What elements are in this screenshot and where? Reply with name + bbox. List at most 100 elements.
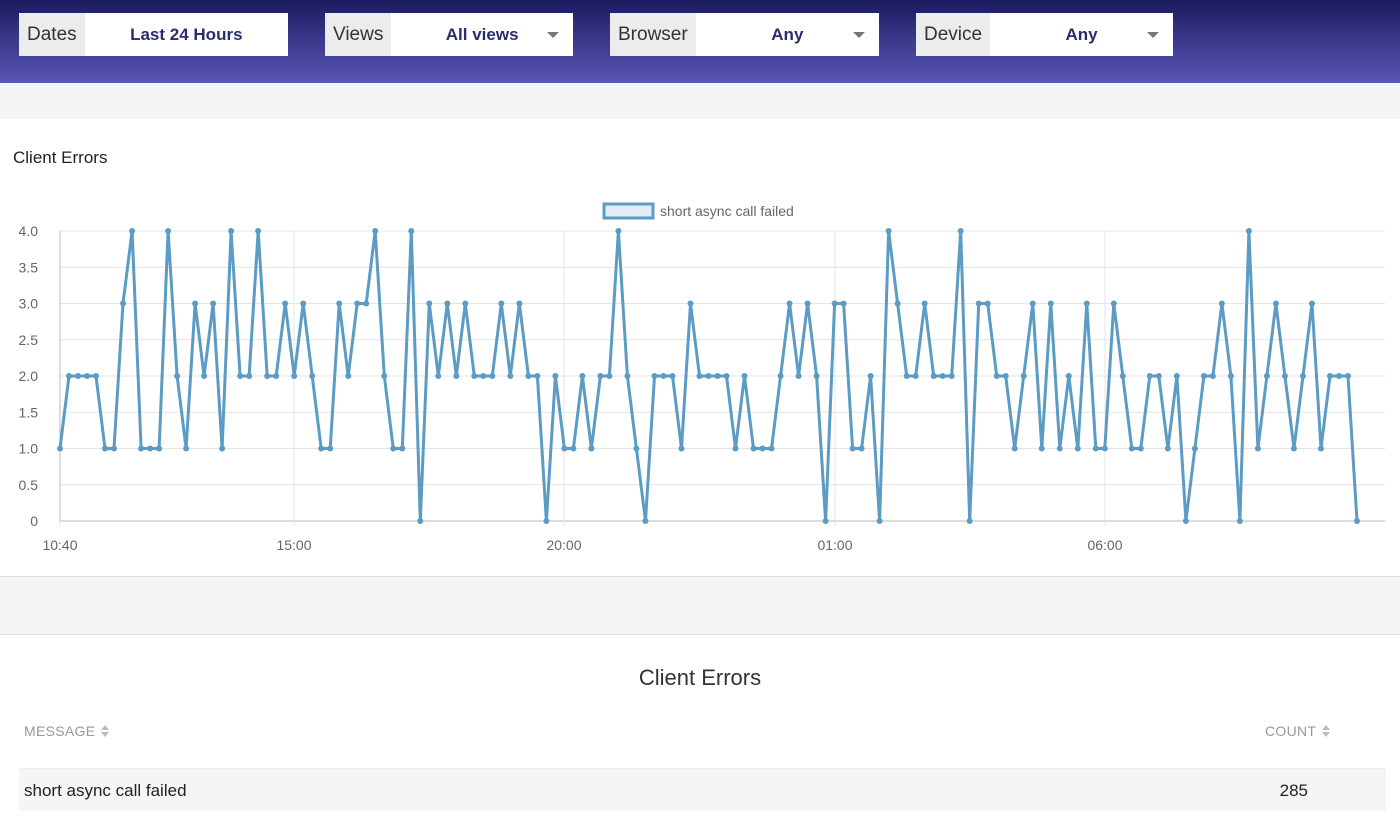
data-point bbox=[651, 373, 658, 379]
data-point bbox=[309, 373, 316, 379]
data-point bbox=[1110, 300, 1117, 307]
y-tick-label: 4.0 bbox=[19, 223, 39, 239]
data-point bbox=[912, 373, 919, 379]
data-point bbox=[885, 228, 892, 234]
data-point bbox=[669, 373, 676, 379]
x-tick-label: 20:00 bbox=[546, 537, 581, 553]
data-point bbox=[597, 373, 604, 379]
data-point bbox=[1056, 445, 1063, 452]
y-tick-label: 0.5 bbox=[19, 477, 39, 493]
data-point bbox=[1281, 373, 1288, 379]
data-point bbox=[1335, 373, 1342, 379]
data-point bbox=[102, 445, 109, 452]
data-point bbox=[975, 300, 982, 307]
data-point bbox=[588, 445, 595, 452]
data-point bbox=[120, 300, 127, 307]
data-point bbox=[1200, 373, 1207, 379]
data-point bbox=[1092, 445, 1099, 452]
data-point bbox=[768, 445, 775, 452]
data-point bbox=[57, 445, 63, 452]
data-point bbox=[381, 373, 388, 379]
data-point bbox=[354, 300, 361, 307]
data-point bbox=[1065, 373, 1072, 379]
filter-bar: Dates Last 24 Hours Views All views Brow… bbox=[0, 0, 1400, 83]
dates-filter[interactable]: Dates Last 24 Hours bbox=[19, 13, 288, 56]
x-tick-label: 06:00 bbox=[1087, 537, 1122, 553]
data-point bbox=[759, 445, 766, 452]
data-point bbox=[1227, 373, 1234, 379]
data-point bbox=[867, 373, 874, 379]
data-point bbox=[192, 300, 199, 307]
data-point bbox=[291, 373, 298, 379]
data-point bbox=[1218, 300, 1225, 307]
data-point bbox=[1002, 373, 1009, 379]
data-point bbox=[561, 445, 568, 452]
data-point bbox=[696, 373, 703, 379]
chevron-down-icon bbox=[853, 32, 865, 38]
y-tick-label: 1.5 bbox=[19, 404, 39, 420]
data-point bbox=[138, 445, 145, 452]
data-point bbox=[903, 373, 910, 379]
data-point bbox=[921, 300, 928, 307]
y-tick-label: 2.0 bbox=[19, 368, 39, 384]
views-filter[interactable]: Views All views bbox=[325, 13, 573, 56]
data-point bbox=[1146, 373, 1153, 379]
data-point bbox=[255, 228, 262, 234]
device-filter[interactable]: Device Any bbox=[916, 13, 1173, 56]
data-point bbox=[894, 300, 901, 307]
data-point bbox=[273, 373, 280, 379]
x-tick-label: 10:40 bbox=[42, 537, 77, 553]
data-point bbox=[1137, 445, 1144, 452]
data-point bbox=[813, 373, 820, 379]
browser-filter-value: Any bbox=[771, 24, 804, 44]
data-point bbox=[1254, 445, 1261, 452]
data-point bbox=[624, 373, 631, 379]
data-point bbox=[840, 300, 847, 307]
data-point bbox=[480, 373, 487, 379]
data-point bbox=[831, 300, 838, 307]
data-point bbox=[363, 300, 370, 307]
browser-filter-select[interactable]: Any bbox=[696, 13, 879, 56]
data-point bbox=[849, 445, 856, 452]
data-point bbox=[1245, 228, 1252, 234]
data-point bbox=[147, 445, 154, 452]
y-tick-label: 0 bbox=[30, 513, 38, 529]
data-point bbox=[534, 373, 541, 379]
count-column-header[interactable]: COUNT bbox=[1265, 723, 1331, 739]
data-point bbox=[1020, 373, 1027, 379]
legend-swatch bbox=[602, 202, 655, 220]
views-filter-value: All views bbox=[445, 24, 519, 44]
views-filter-select[interactable]: All views bbox=[391, 13, 573, 56]
data-point bbox=[876, 518, 883, 524]
browser-filter[interactable]: Browser Any bbox=[610, 13, 879, 56]
data-point bbox=[372, 228, 379, 234]
dates-filter-value[interactable]: Last 24 Hours bbox=[130, 24, 243, 44]
data-point bbox=[543, 518, 550, 524]
data-point bbox=[1317, 445, 1324, 452]
data-point bbox=[1290, 445, 1297, 452]
device-filter-select[interactable]: Any bbox=[990, 13, 1173, 56]
data-point bbox=[1101, 445, 1108, 452]
data-point bbox=[804, 300, 811, 307]
views-filter-label: Views bbox=[325, 13, 392, 56]
dates-filter-label: Dates bbox=[19, 13, 85, 56]
data-point bbox=[1308, 300, 1315, 307]
data-point bbox=[507, 373, 514, 379]
chart-title: Client Errors bbox=[13, 148, 108, 167]
legend-label: short async call failed bbox=[660, 203, 794, 219]
table-row[interactable]: short async call failed 285 bbox=[19, 768, 1386, 811]
data-point bbox=[1011, 445, 1018, 452]
y-tick-label: 2.5 bbox=[19, 332, 39, 348]
spacer bbox=[0, 83, 1400, 120]
data-point bbox=[750, 445, 757, 452]
data-point bbox=[1173, 373, 1180, 379]
data-point bbox=[705, 373, 712, 379]
data-point bbox=[417, 518, 424, 524]
message-header-label: MESSAGE bbox=[24, 723, 96, 739]
data-point bbox=[246, 373, 253, 379]
data-point bbox=[318, 445, 325, 452]
data-point bbox=[1119, 373, 1126, 379]
message-column-header[interactable]: MESSAGE bbox=[24, 723, 110, 739]
data-point bbox=[930, 373, 937, 379]
data-point bbox=[939, 373, 946, 379]
